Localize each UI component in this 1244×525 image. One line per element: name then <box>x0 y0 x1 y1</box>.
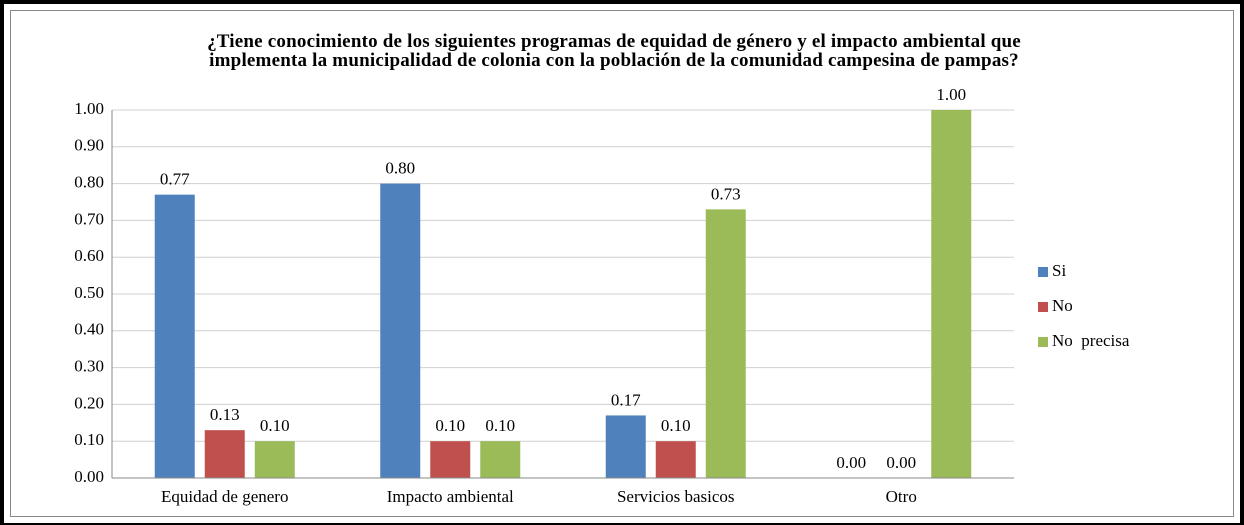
data-label: 0.10 <box>661 416 691 435</box>
x-tick-label: Servicios basicos <box>617 487 735 506</box>
y-tick-label: 0.30 <box>74 357 104 376</box>
y-tick-label: 1.00 <box>74 99 104 118</box>
legend-swatch <box>1038 337 1048 347</box>
x-tick-label: Otro <box>886 487 917 506</box>
y-tick-label: 0.40 <box>74 320 104 339</box>
bar <box>254 441 295 478</box>
y-tick-label: 0.50 <box>74 283 104 302</box>
y-tick-label: 0.10 <box>74 430 104 449</box>
legend-label: Si <box>1052 261 1066 280</box>
data-label: 1.00 <box>936 85 966 104</box>
legend-label: No precisa <box>1052 331 1130 350</box>
chart: 0.00 0.10 0.20 0.30 0.40 0.50 0.60 0.70 0.80 0.90… <box>74 85 1130 506</box>
chart-title: ¿Tiene conocimiento de los siguientes pr… <box>207 31 1021 71</box>
bar <box>380 183 421 478</box>
y-tick-label: 0.80 <box>74 173 104 192</box>
bar <box>480 441 521 478</box>
bar <box>430 441 471 478</box>
y-tick-label: 0.00 <box>74 467 104 486</box>
legend-label: No <box>1052 296 1073 315</box>
data-label: 0.77 <box>160 170 190 189</box>
data-label: 0.10 <box>485 416 515 435</box>
data-label: 0.10 <box>435 416 465 435</box>
data-label: 0.13 <box>210 405 240 424</box>
data-label: 0.17 <box>611 390 641 409</box>
y-tick-label: 0.90 <box>74 136 104 155</box>
plot-border <box>10 10 1234 517</box>
bar <box>655 441 696 478</box>
y-tick-label: 0.60 <box>74 246 104 265</box>
bar <box>204 430 245 478</box>
x-tick-label: Equidad de genero <box>161 487 288 506</box>
bar <box>605 415 646 478</box>
y-tick-label: 0.70 <box>74 209 104 228</box>
data-label: 0.80 <box>385 159 415 178</box>
data-label: 0.00 <box>836 453 866 472</box>
bar <box>931 110 972 478</box>
legend-swatch <box>1038 267 1048 277</box>
data-label: 0.00 <box>886 453 916 472</box>
data-label: 0.10 <box>260 416 290 435</box>
bar <box>154 194 195 478</box>
bar <box>705 209 746 479</box>
y-tick-label: 0.20 <box>74 393 104 412</box>
data-label: 0.73 <box>711 184 741 203</box>
x-tick-label: Impacto ambiental <box>387 487 514 506</box>
legend-swatch <box>1038 302 1048 312</box>
